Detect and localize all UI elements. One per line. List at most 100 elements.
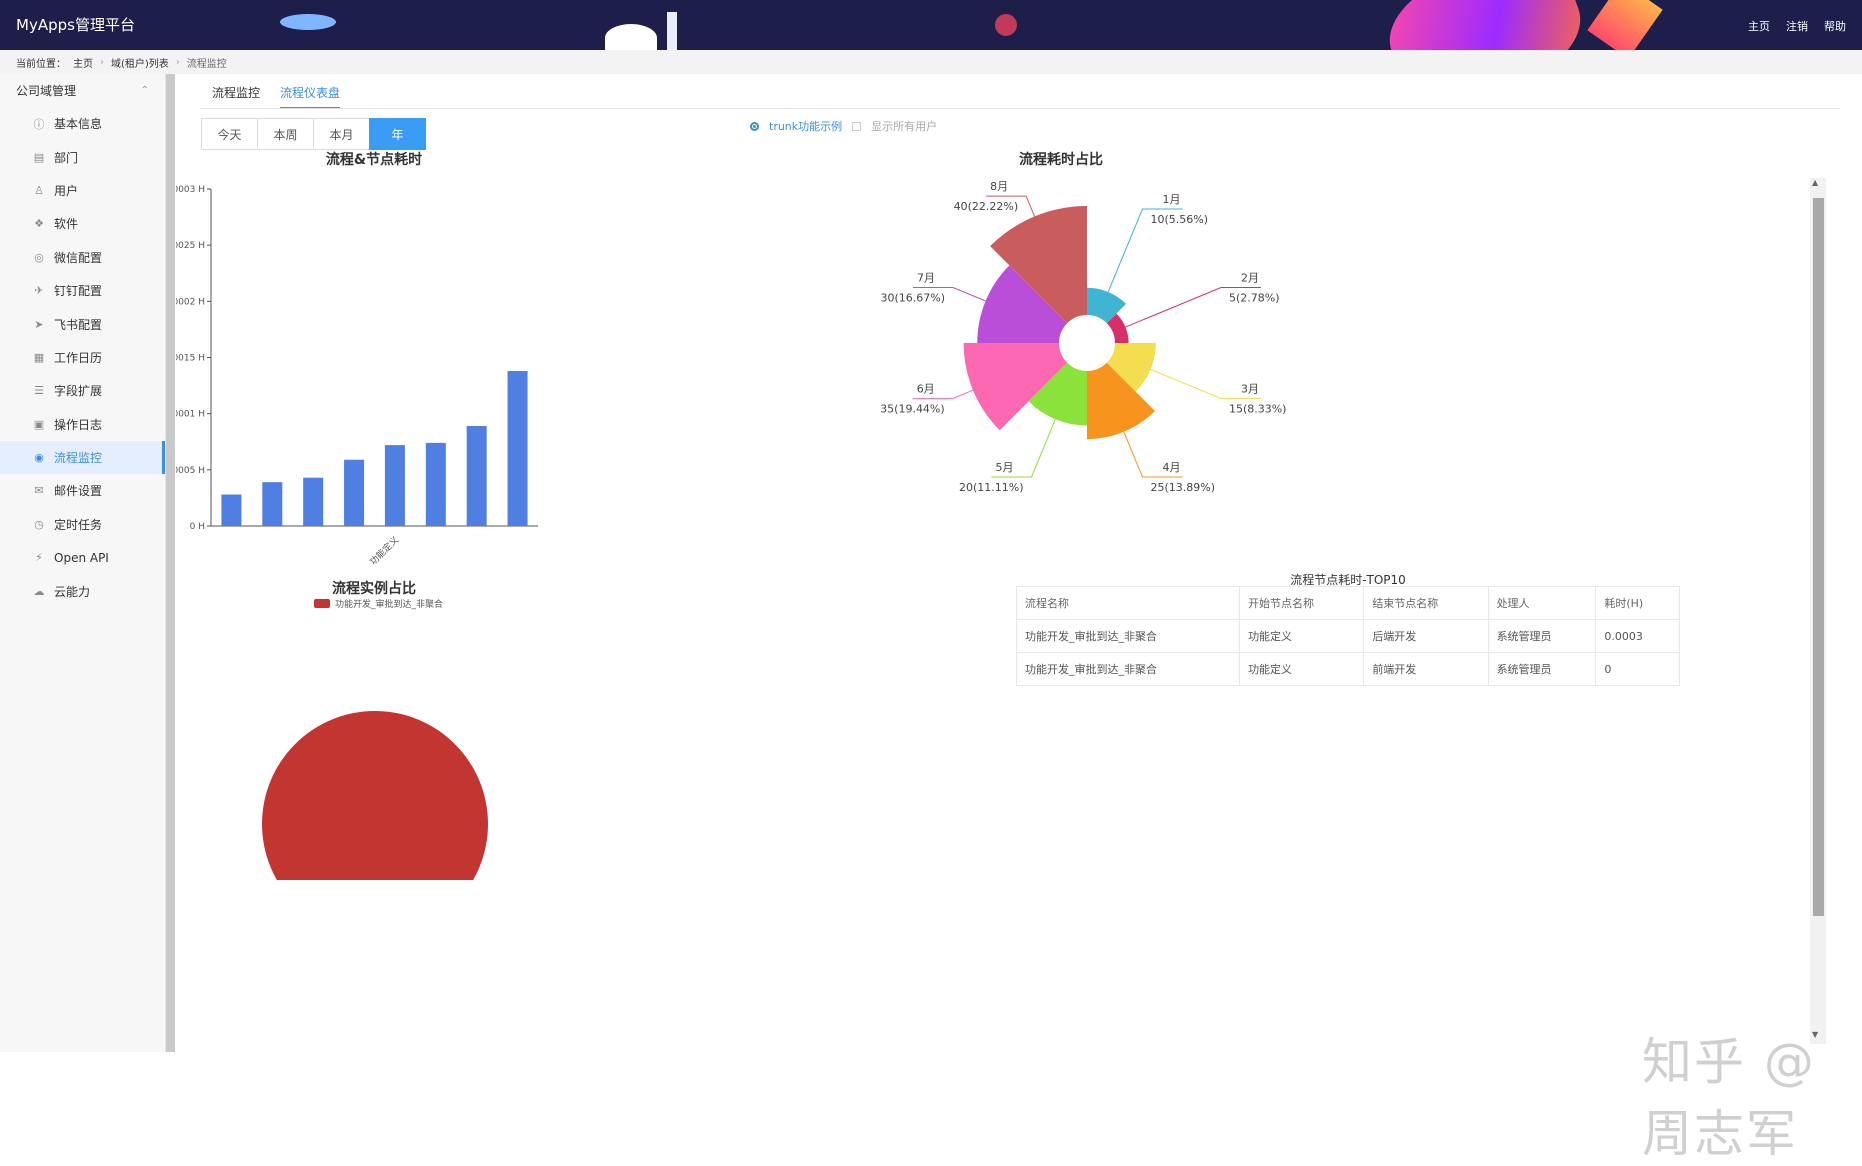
tower-decoration xyxy=(667,12,677,50)
sidebar-item-label: 基本信息 xyxy=(54,117,103,132)
trunk-radio[interactable] xyxy=(750,121,759,131)
sidebar-item[interactable]: ✈ 钉钉配置 xyxy=(0,274,165,307)
dashboard-icon: ◉ xyxy=(34,451,44,465)
range-month-button[interactable]: 本月 xyxy=(313,118,370,150)
sidebar-item-label: 云能力 xyxy=(54,584,91,599)
sidebar-item[interactable]: ☁ 云能力 xyxy=(0,574,165,607)
sidebar-item[interactable]: ✉ 邮件设置 xyxy=(0,474,165,507)
rose-slice-value: 20(11.11%) xyxy=(959,481,1024,494)
rose-slice-value: 5(2.78%) xyxy=(1229,292,1280,305)
calendar-icon: ▦ xyxy=(33,350,45,364)
brand-title: MyApps管理平台 xyxy=(16,16,135,34)
rose-slice-value: 10(5.56%) xyxy=(1150,213,1208,226)
sidebar-item[interactable]: ⚡ Open API xyxy=(0,541,165,574)
range-year-button[interactable]: 年 xyxy=(369,118,426,150)
sidebar-item[interactable]: ⓘ 基本信息 xyxy=(0,107,165,140)
bar xyxy=(262,482,283,526)
legend-label: 功能开发_审批到达_非聚合 xyxy=(335,598,443,610)
table-cell: 前端开发 xyxy=(1363,652,1489,686)
breadcrumb: 当前位置： 主页 › 域(租户)列表 › 流程监控 xyxy=(0,50,1862,74)
breadcrumb-tenant-list[interactable]: 域(租户)列表 xyxy=(111,58,169,70)
plug-icon: ⚡ xyxy=(35,551,43,565)
help-link[interactable]: 帮助 xyxy=(1824,20,1846,33)
bar-chart: 0 H 0.00005 H 0.0001 H 0.00015 H 0.0002 H 0.0… xyxy=(176,185,538,568)
rose-label-line xyxy=(912,389,974,400)
column-header: 处理人 xyxy=(1487,586,1597,620)
sidebar-item[interactable]: ◉ 流程监控 xyxy=(0,440,165,475)
sidebar-item[interactable]: ❖ 软件 xyxy=(0,207,165,240)
range-week-button[interactable]: 本周 xyxy=(257,118,314,150)
rose-slice-name: 1月 xyxy=(1162,193,1180,206)
rose-slice xyxy=(990,206,1087,324)
scroll-up-icon[interactable]: ▲ xyxy=(1812,178,1819,187)
rose-slice xyxy=(1106,343,1156,392)
breadcrumb-home[interactable]: 主页 xyxy=(73,58,93,70)
y-tick-label: 0.0001 H xyxy=(176,410,205,420)
pin-icon: ✈ xyxy=(34,284,44,298)
sidebar-item[interactable]: ▣ 操作日志 xyxy=(0,408,165,441)
rose-chart: 1月 10(5.56%) 2月 5(2.78%) 3月 15(8.33%) 4月 25(13.… xyxy=(880,180,1286,494)
sidebar-item[interactable]: ♙ 用户 xyxy=(0,174,165,207)
breadcrumb-current: 流程监控 xyxy=(186,58,227,70)
table-cell: 功能开发_审批到达_非聚合 xyxy=(1015,619,1241,653)
sidebar-item[interactable]: ◷ 定时任务 xyxy=(0,508,165,541)
rose-slice xyxy=(1028,362,1087,426)
trunk-radio-label[interactable]: trunk功能示例 xyxy=(769,120,843,133)
breadcrumb-prefix: 当前位置： xyxy=(16,58,66,70)
filter-options: trunk功能示例 显示所有用户 xyxy=(750,118,937,134)
rose-slice-value: 30(16.67%) xyxy=(881,292,946,305)
sidebar-scrollbar[interactable] xyxy=(166,74,175,1052)
sidebar-item-label: 字段扩展 xyxy=(54,384,103,399)
y-tick-label: 0.0003 H xyxy=(176,185,205,195)
sidebar-item[interactable]: ▤ 部门 xyxy=(0,140,165,173)
logout-link[interactable]: 注销 xyxy=(1786,20,1808,33)
table-cell: 功能开发_审批到达_非聚合 xyxy=(1015,652,1241,686)
y-tick-label: 0.00005 H xyxy=(176,466,205,476)
pie-chart: 功能开发_审批到达_非聚合 xyxy=(262,598,488,880)
main-content: 流程监控 流程仪表盘 今天 本周 本月 年 trunk功能示例 显示所有用户 流… xyxy=(176,74,1862,1163)
table-cell: 后端开发 xyxy=(1363,619,1489,653)
bar xyxy=(303,477,324,526)
panel-scrollbar-thumb[interactable] xyxy=(1813,198,1824,916)
sidebar-item-label: 流程监控 xyxy=(54,451,103,466)
y-tick-label: 0.00025 H xyxy=(176,241,205,251)
airship-decoration xyxy=(280,14,336,30)
table-row[interactable]: 功能开发_审批到达_非聚合 功能定义 前端开发 系统管理员 0 xyxy=(1015,652,1680,686)
rose-slice xyxy=(963,343,1068,431)
bar xyxy=(507,370,528,526)
table-cell: 0.0003 xyxy=(1595,619,1680,653)
home-link[interactable]: 主页 xyxy=(1748,20,1770,33)
sidebar-item-label: 用户 xyxy=(54,183,79,198)
nebula-decoration xyxy=(1375,0,1595,50)
sidebar-item[interactable]: ➤ 飞书配置 xyxy=(0,307,165,340)
tab-process-dashboard[interactable]: 流程仪表盘 xyxy=(280,84,341,109)
mail-icon: ✉ xyxy=(34,484,44,498)
rose-label-line xyxy=(1150,368,1261,399)
show-all-users-label[interactable]: 显示所有用户 xyxy=(871,120,938,133)
tab-process-monitor[interactable]: 流程监控 xyxy=(212,86,261,100)
sidebar-item[interactable]: ◎ 微信配置 xyxy=(0,241,165,274)
rose-slice xyxy=(1087,287,1127,324)
column-header: 流程名称 xyxy=(1015,586,1241,620)
pie-slice xyxy=(262,711,488,880)
rose-slice-name: 6月 xyxy=(917,383,935,396)
sidebar-item-label: 工作日历 xyxy=(54,350,103,365)
rose-slice-value: 35(19.44%) xyxy=(880,403,945,416)
sidebar-item-label: 微信配置 xyxy=(54,250,103,265)
rose-label-line xyxy=(1123,431,1183,478)
cubes-icon: ❖ xyxy=(34,217,44,231)
y-tick-label: 0.00015 H xyxy=(176,354,205,364)
sidebar-item[interactable]: ☰ 字段扩展 xyxy=(0,374,165,407)
show-all-users-checkbox[interactable] xyxy=(852,121,862,131)
sidebar-group-company[interactable]: 公司域管理 ⌃ xyxy=(0,74,165,107)
rose-slice xyxy=(1087,362,1155,440)
column-header: 结束节点名称 xyxy=(1363,586,1489,620)
sidebar-item-label: 操作日志 xyxy=(54,417,103,432)
info-icon: ⓘ xyxy=(33,117,45,131)
bar xyxy=(384,445,405,526)
sidebar-item[interactable]: ▦ 工作日历 xyxy=(0,341,165,374)
table-row[interactable]: 功能开发_审批到达_非聚合 功能定义 后端开发 系统管理员 0.0003 xyxy=(1015,619,1680,653)
sidebar-item-label: 邮件设置 xyxy=(54,484,103,499)
scroll-down-icon[interactable]: ▼ xyxy=(1812,1030,1819,1039)
range-today-button[interactable]: 今天 xyxy=(201,118,258,150)
